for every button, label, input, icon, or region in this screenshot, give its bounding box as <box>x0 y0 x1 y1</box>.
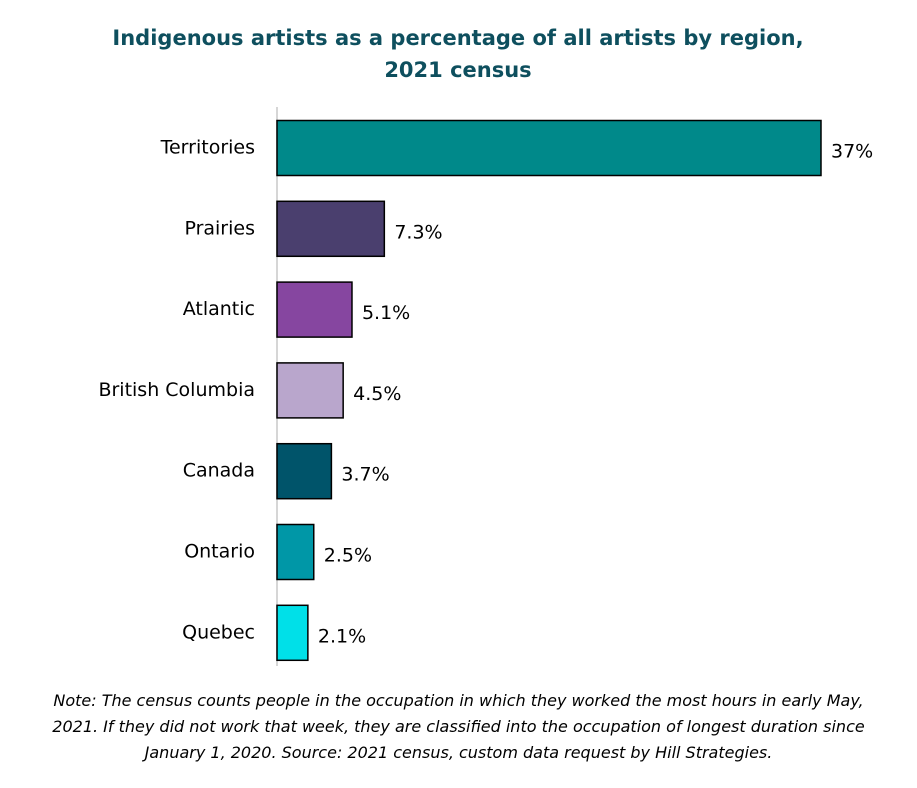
value-label: 2.5% <box>324 545 372 567</box>
category-label: Prairies <box>184 217 255 239</box>
category-label: Ontario <box>184 541 255 563</box>
value-label: 2.1% <box>318 625 366 647</box>
bar <box>276 362 344 419</box>
value-label: 7.3% <box>394 221 442 243</box>
value-label: 4.5% <box>353 383 401 405</box>
category-label: British Columbia <box>98 379 255 401</box>
chart-note: Note: The census counts people in the oc… <box>52 691 865 762</box>
category-label: Territories <box>160 137 255 159</box>
value-label: 5.1% <box>362 302 410 324</box>
bar <box>276 281 353 338</box>
bar <box>276 604 309 662</box>
category-label: Atlantic <box>183 298 255 320</box>
chart-title: Indigenous artists as a percentage of al… <box>112 26 804 82</box>
category-label: Quebec <box>182 621 255 643</box>
bar <box>276 523 315 581</box>
value-label: 37% <box>831 141 873 163</box>
bar <box>276 442 333 500</box>
bar <box>276 119 822 177</box>
bar <box>276 200 386 258</box>
category-label: Canada <box>183 460 255 482</box>
value-label: 3.7% <box>341 464 389 486</box>
